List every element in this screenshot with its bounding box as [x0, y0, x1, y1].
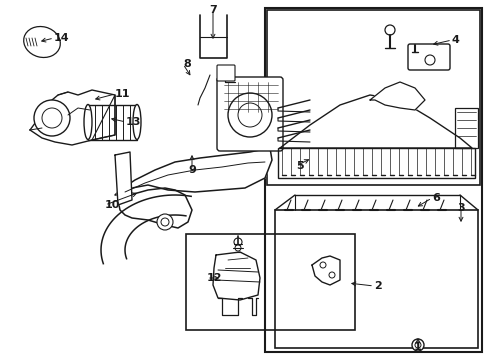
Ellipse shape — [30, 32, 54, 53]
Ellipse shape — [84, 104, 92, 139]
Circle shape — [328, 272, 334, 278]
Polygon shape — [369, 82, 424, 110]
Ellipse shape — [23, 27, 60, 58]
Bar — [266, 10, 479, 185]
Circle shape — [227, 93, 271, 137]
Ellipse shape — [31, 33, 53, 51]
Circle shape — [238, 103, 262, 127]
Bar — [264, 8, 481, 352]
Polygon shape — [311, 256, 339, 285]
Ellipse shape — [25, 28, 59, 56]
Text: 5: 5 — [295, 161, 303, 171]
Polygon shape — [115, 152, 132, 205]
Circle shape — [319, 262, 325, 268]
Polygon shape — [30, 90, 115, 145]
Text: 13: 13 — [126, 117, 141, 127]
Ellipse shape — [27, 29, 57, 55]
Circle shape — [234, 238, 242, 246]
Polygon shape — [101, 195, 191, 264]
Circle shape — [235, 245, 241, 251]
Bar — [278, 148, 474, 178]
Polygon shape — [280, 95, 471, 148]
Text: 6: 6 — [431, 193, 439, 203]
Polygon shape — [118, 188, 192, 228]
Bar — [274, 210, 477, 348]
Text: 3: 3 — [456, 203, 464, 213]
FancyBboxPatch shape — [217, 65, 235, 81]
FancyBboxPatch shape — [407, 44, 449, 70]
Ellipse shape — [28, 30, 56, 54]
Text: 14: 14 — [54, 33, 69, 43]
Text: 11: 11 — [115, 89, 130, 99]
Text: 9: 9 — [188, 165, 196, 175]
Circle shape — [161, 218, 169, 226]
Circle shape — [42, 108, 62, 128]
FancyBboxPatch shape — [217, 77, 283, 151]
Text: 10: 10 — [105, 200, 120, 210]
Text: 8: 8 — [183, 59, 190, 69]
Ellipse shape — [133, 104, 141, 139]
Text: 2: 2 — [373, 281, 381, 291]
Circle shape — [411, 339, 423, 351]
Text: 4: 4 — [451, 35, 459, 45]
Text: 12: 12 — [206, 273, 222, 283]
Polygon shape — [115, 148, 271, 195]
Circle shape — [384, 25, 394, 35]
Bar — [454, 108, 477, 148]
Text: 1: 1 — [413, 342, 421, 352]
Polygon shape — [213, 252, 260, 300]
Text: 7: 7 — [209, 5, 217, 15]
Circle shape — [34, 100, 70, 136]
Circle shape — [424, 55, 434, 65]
Bar — [185, 234, 354, 330]
Circle shape — [157, 214, 173, 230]
